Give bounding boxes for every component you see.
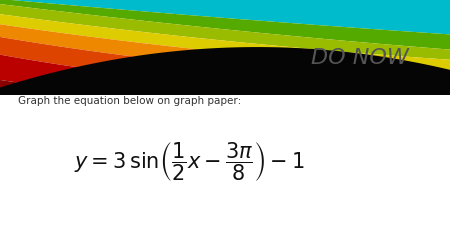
Polygon shape [0,38,450,91]
Polygon shape [0,81,450,120]
Polygon shape [0,5,450,60]
Text: DO NOW: DO NOW [311,48,409,68]
Polygon shape [0,0,450,50]
Polygon shape [0,15,450,71]
Bar [0,101,450,252]
Text: $y = 3\,\sin\!\left(\dfrac{1}{2}x - \dfrac{3\pi}{8}\right) - 1$: $y = 3\,\sin\!\left(\dfrac{1}{2}x - \dfr… [73,140,305,183]
Text: Graph the equation below on graph paper:: Graph the equation below on graph paper: [18,96,241,106]
Polygon shape [0,0,450,35]
Polygon shape [0,48,450,126]
Polygon shape [0,96,450,252]
Polygon shape [0,55,450,102]
Polygon shape [0,25,450,81]
